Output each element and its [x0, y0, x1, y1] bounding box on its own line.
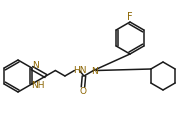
- Text: F: F: [127, 12, 133, 22]
- Text: O: O: [80, 86, 86, 96]
- Text: N: N: [91, 67, 98, 76]
- Text: NH: NH: [31, 82, 45, 91]
- Text: N: N: [32, 61, 39, 70]
- Text: HN: HN: [73, 66, 86, 75]
